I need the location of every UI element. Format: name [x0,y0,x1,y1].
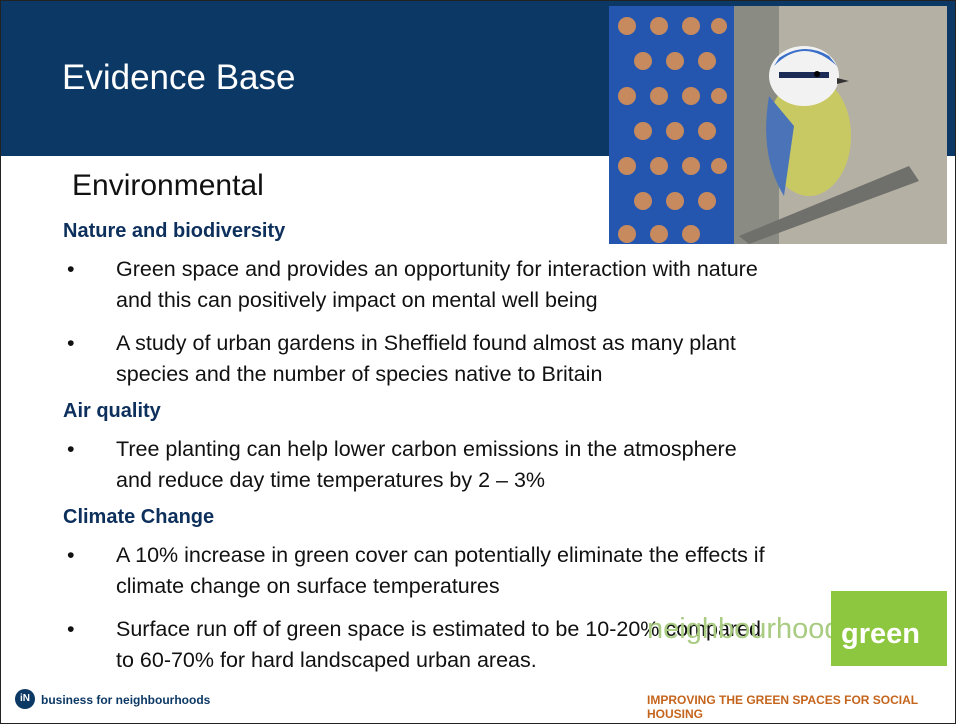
bullet-item: • Green space and provides an opportunity… [67,254,767,316]
logo-icon: iN [15,689,35,709]
bullet-text: A 10% increase in green cover can potent… [116,540,767,602]
bullet-item: • Tree planting can help lower carbon emi… [67,434,767,496]
brand-green: green [841,618,920,651]
photo [609,6,947,244]
bullet-text: Tree planting can help lower carbon emis… [116,434,767,496]
subtitle: Environmental [72,169,264,203]
bullet-text: A study of urban gardens in Sheffield fo… [116,328,767,390]
bullet-dot: • [67,614,75,645]
slide: Evidence Base Environmental Nature and b… [0,0,956,724]
section-heading: Air quality [63,400,161,423]
bullet-item: • A study of urban gardens in Sheffield f… [67,328,767,390]
logo-text: business for neighbourhoods [41,693,210,707]
bullet-dot: • [67,254,75,285]
bullet-dot: • [67,328,75,359]
bullet-item: • A 10% increase in green cover can poten… [67,540,767,602]
title: Evidence Base [62,58,295,98]
brand-word: neighbourhoods [647,613,855,646]
bullet-text: Green space and provides an opportunity … [116,254,767,316]
bullet-dot: • [67,434,75,465]
section-heading: Nature and biodiversity [63,220,285,243]
tagline: IMPROVING THE GREEN SPACES FOR SOCIAL HO… [647,693,955,721]
section-heading: Climate Change [63,506,214,529]
bullet-dot: • [67,540,75,571]
